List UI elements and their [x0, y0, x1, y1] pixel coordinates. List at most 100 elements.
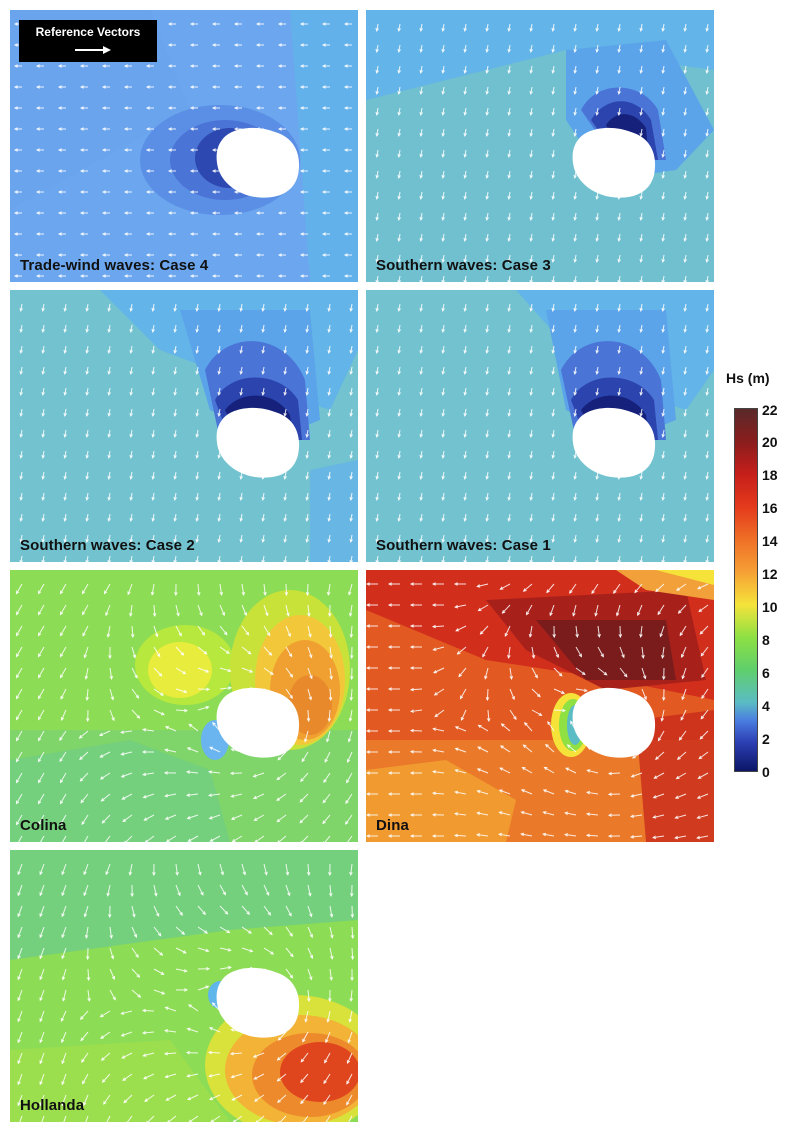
wave-vector-head — [79, 777, 84, 782]
wave-vector-head — [167, 232, 172, 236]
wave-vector-head — [195, 496, 199, 501]
wave-vector-head — [120, 1011, 125, 1015]
wave-vector — [231, 1073, 243, 1078]
wave-vector — [574, 555, 577, 562]
wave-vector-head — [661, 697, 666, 702]
wave-vector — [152, 345, 155, 353]
wave-vector — [398, 65, 401, 73]
wave-vector-head — [348, 591, 352, 596]
wave-vector — [706, 534, 709, 542]
wave-vector — [42, 555, 45, 562]
wave-vector-head — [151, 307, 155, 312]
wave-vector-head — [463, 496, 467, 501]
wave-vector-head — [463, 48, 467, 53]
wave-vector — [151, 583, 155, 595]
wave-vector-head — [283, 391, 287, 396]
wave-vector — [279, 1115, 287, 1122]
wave-vector — [662, 513, 665, 521]
wave-vector — [218, 534, 221, 542]
wave-vector-head — [551, 27, 555, 32]
wave-vector — [508, 149, 511, 157]
wave-vector — [240, 555, 243, 562]
wave-vector-head — [39, 1081, 43, 1086]
wave-vector-head — [299, 232, 304, 236]
wave-vector-head — [349, 433, 353, 438]
wave-vector-head — [507, 279, 511, 282]
wave-vector-head — [529, 69, 533, 74]
wave-vector-head — [303, 738, 308, 743]
wave-vector-head — [185, 1050, 190, 1055]
wave-vector-head — [463, 69, 467, 74]
wave-vector — [565, 834, 577, 837]
wave-vector — [574, 23, 577, 31]
wave-vector-head — [639, 307, 643, 312]
wave-vector — [464, 534, 467, 542]
wave-vector-head — [573, 559, 577, 562]
wave-vector-head — [573, 216, 577, 221]
wave-vector — [574, 275, 577, 282]
wave-vector-head — [85, 696, 90, 702]
wave-vector-head — [37, 674, 42, 679]
wave-vector-head — [634, 589, 638, 594]
wave-vector-head — [629, 834, 635, 839]
wave-vector — [684, 65, 687, 73]
wave-vector-head — [607, 771, 612, 776]
wave-vector-head — [19, 412, 23, 417]
wave-vector — [398, 366, 401, 374]
wave-vector — [587, 791, 599, 795]
wave-vector — [83, 884, 89, 896]
wave-vector — [455, 726, 467, 732]
wave-vector-head — [145, 148, 150, 152]
wave-vector-head — [509, 675, 514, 680]
wave-vector — [83, 863, 89, 875]
wave-vector-head — [551, 391, 555, 396]
wave-vector — [218, 492, 221, 500]
wave-vector — [219, 625, 228, 635]
wave-vector-head — [15, 695, 20, 700]
wave-vector-head — [86, 977, 91, 982]
wave-vector — [442, 408, 445, 416]
wave-vector — [306, 387, 309, 395]
wave-vector-head — [17, 913, 21, 918]
wave-vector — [253, 772, 265, 777]
wave-vector — [640, 233, 643, 241]
wave-vector-head — [397, 48, 401, 53]
wave-vector — [300, 1094, 309, 1104]
wave-vector — [241, 646, 251, 655]
wave-vector — [655, 751, 665, 760]
wave-vector-head — [419, 475, 423, 480]
wave-vector-head — [13, 64, 18, 68]
wave-vector-head — [454, 769, 459, 773]
wave-vector-head — [639, 517, 643, 522]
wave-vector — [442, 23, 445, 31]
wave-vector-head — [19, 349, 23, 354]
wave-vector — [662, 191, 665, 199]
wave-vector — [464, 366, 467, 374]
wave-vector-head — [328, 892, 333, 898]
wave-vector — [376, 513, 379, 521]
wave-vector — [640, 513, 643, 521]
wave-vector — [552, 23, 555, 31]
wave-vector-head — [17, 976, 21, 981]
wave-vector-head — [283, 349, 287, 354]
wave-vector-head — [595, 90, 599, 95]
wave-vector-head — [529, 237, 533, 242]
wave-vector-head — [109, 675, 114, 680]
wave-vector-head — [375, 27, 379, 32]
wave-vector — [109, 709, 115, 721]
wave-vector-head — [205, 705, 210, 710]
wave-vector — [546, 583, 555, 593]
wave-vector-head — [189, 22, 194, 26]
wave-vector — [324, 751, 331, 763]
wave-vector-head — [217, 496, 221, 501]
wave-vector-head — [542, 789, 547, 793]
wave-vector-head — [121, 1055, 126, 1059]
wave-vector-head — [167, 85, 172, 89]
wave-vector — [442, 107, 445, 115]
wave-vector — [20, 471, 23, 479]
wave-vector-head — [130, 893, 134, 898]
wave-vector-head — [255, 106, 260, 110]
wave-vector-head — [327, 433, 331, 438]
wave-vector — [108, 513, 111, 521]
wave-vector-head — [308, 633, 312, 638]
